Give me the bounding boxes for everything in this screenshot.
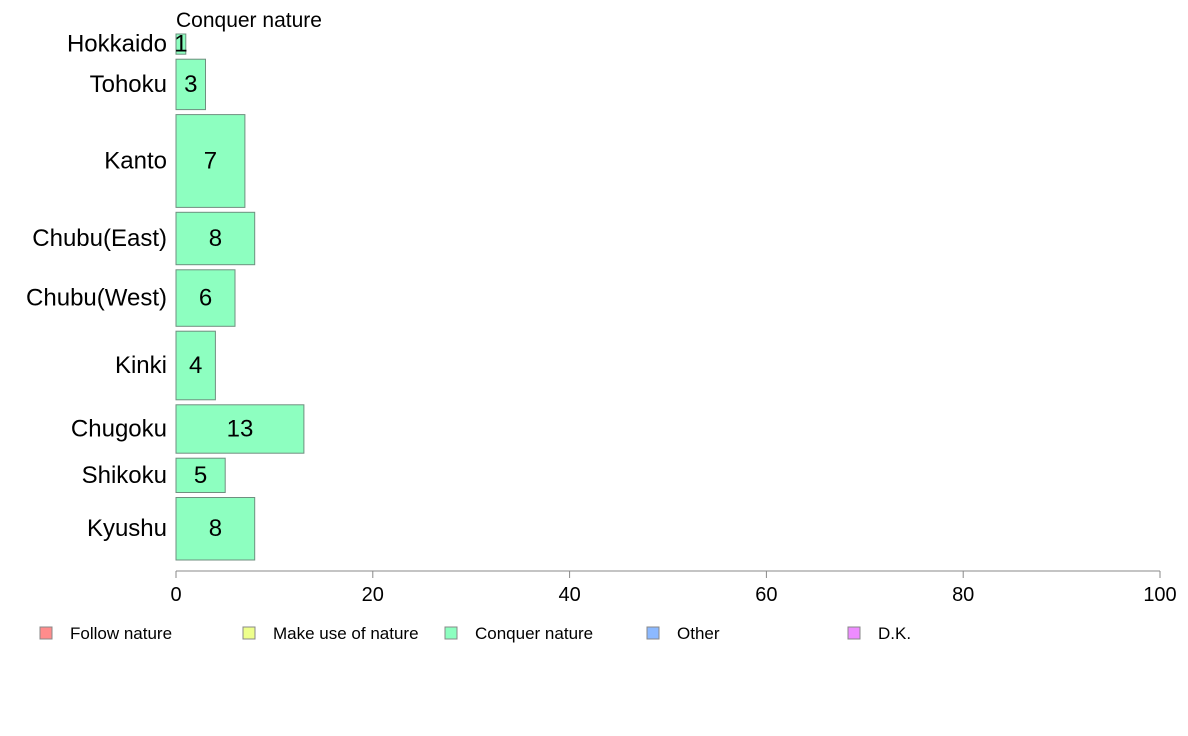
legend-swatch [444, 626, 458, 640]
bar-kyushu [175, 497, 256, 561]
x-axis: 0 20 40 60 80 100 [170, 570, 1177, 606]
category-label: Chugoku [71, 416, 167, 443]
legend-label: Make use of nature [273, 624, 419, 643]
x-tick-label: 60 [755, 584, 777, 606]
bar-group: Hokkaido 1 Tohoku 3 Kanto 7 Chubu(East) 8 Chubu(… [26, 31, 305, 561]
category-label: Tohoku [90, 71, 167, 98]
data-label: 6 [199, 285, 212, 312]
bar-tohoku [175, 58, 206, 111]
chart-subtitle: Conquer nature [176, 9, 322, 32]
legend-label: Conquer nature [475, 624, 593, 643]
category-label: Kinki [115, 352, 167, 379]
legend-swatch [646, 626, 660, 640]
data-label: 7 [204, 148, 217, 175]
x-tick-label: 0 [170, 584, 181, 606]
bar-hokkaido [175, 33, 187, 55]
data-label: 3 [184, 71, 197, 98]
legend-label: Follow nature [70, 624, 172, 643]
bar-shikoku [175, 457, 226, 494]
category-label: Chubu(West) [26, 285, 167, 312]
data-label: 13 [227, 416, 254, 443]
category-label: Kyushu [87, 515, 167, 542]
legend-swatch [242, 626, 256, 640]
data-label: 8 [209, 225, 222, 252]
legend-label: Other [677, 624, 720, 643]
legend: Follow nature Make use of nature Conquer n… [39, 624, 911, 643]
x-tick-label: 40 [558, 584, 580, 606]
legend-label: D.K. [878, 624, 911, 643]
data-label: 5 [194, 462, 207, 489]
category-label: Shikoku [82, 462, 167, 489]
data-label: 8 [209, 515, 222, 542]
category-label: Chubu(East) [32, 225, 167, 252]
x-tick-label: 100 [1143, 584, 1176, 606]
bar-chugoku [175, 404, 305, 454]
x-tick-label: 80 [952, 584, 974, 606]
data-label: 4 [189, 352, 202, 379]
legend-swatch [847, 626, 861, 640]
bar-chubu-east [175, 211, 256, 266]
category-label: Kanto [104, 148, 167, 175]
bar-chubu-west [175, 269, 236, 327]
legend-swatch [39, 626, 53, 640]
x-tick-label: 20 [362, 584, 384, 606]
bar-kinki [175, 330, 216, 401]
category-label: Hokkaido [67, 31, 167, 58]
data-label: 1 [174, 31, 187, 58]
bar-kanto [175, 114, 246, 208]
